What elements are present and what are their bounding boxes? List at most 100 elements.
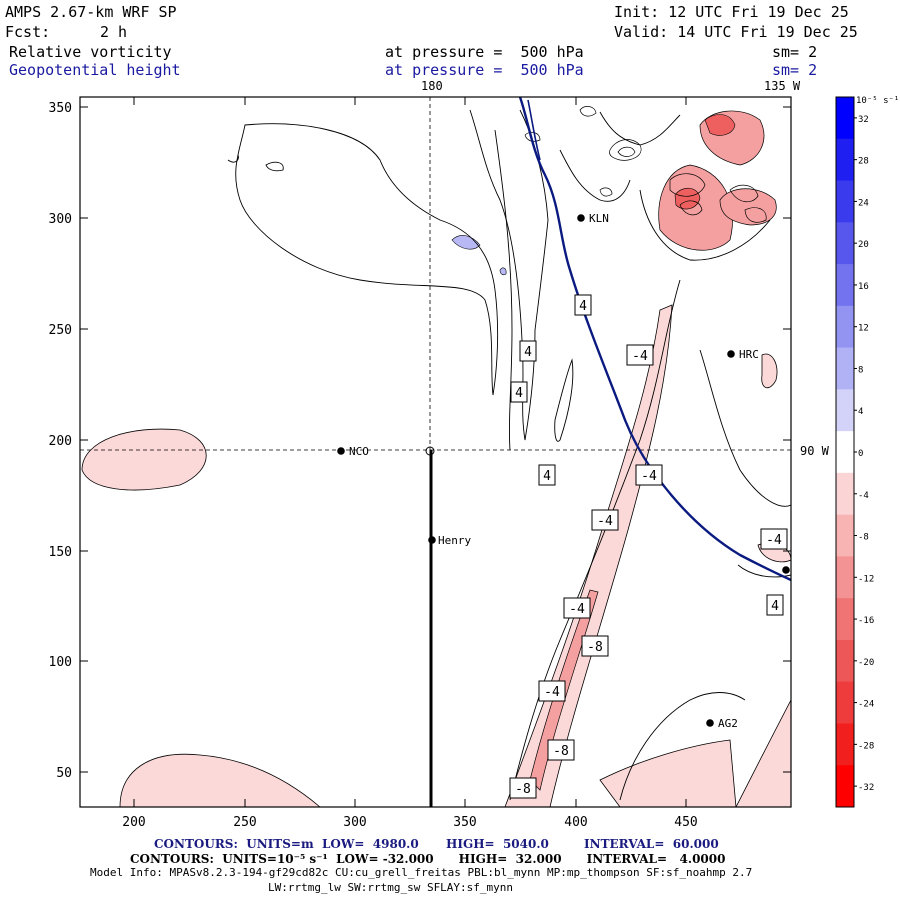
footer-height-contours: CONTOURS: UNITS=m LOW= 4980.0 — [154, 837, 419, 851]
geopotential-height-contour — [518, 97, 791, 582]
colorbar-level-label: 0 — [858, 449, 863, 459]
svg-text:-8: -8 — [587, 640, 603, 655]
strong-negative-vorticity — [529, 110, 777, 791]
svg-text:-8: -8 — [553, 744, 569, 759]
svg-text:4: 4 — [515, 386, 523, 401]
graticule-label-180: 180 — [421, 79, 443, 93]
plot-frame — [79, 96, 792, 808]
contour-label: 4 — [519, 340, 537, 362]
geopotential-height-contour-branch — [527, 99, 541, 161]
graticule-label-90w: 90 W — [800, 444, 830, 458]
svg-text:HRC: HRC — [739, 348, 759, 361]
colorbar-swatch — [836, 681, 854, 724]
field-1-smooth: sm= 2 — [772, 43, 818, 61]
contour-label: 4 — [574, 294, 592, 316]
colorbar-level-label: 8 — [858, 365, 863, 375]
model-title: AMPS 2.67-km WRF SP — [5, 3, 177, 21]
forecast-label: Fcst: — [5, 23, 51, 41]
contour-label: 4 — [766, 594, 784, 616]
y-tick-label: 300 — [49, 212, 72, 227]
x-axis-ticks — [133, 97, 687, 807]
footer-height-interval: INTERVAL= 60.000 — [584, 837, 719, 851]
y-tick-label: 150 — [49, 545, 72, 560]
colorbar-level-label: -24 — [858, 700, 874, 710]
contour-label: -4 — [563, 597, 591, 619]
colorbar-swatch — [836, 598, 854, 641]
colorbar-swatch — [836, 347, 854, 390]
y-axis-ticks — [80, 106, 791, 773]
vorticity-contours — [227, 109, 791, 801]
svg-text:-8: -8 — [515, 782, 531, 797]
svg-text:Henry: Henry — [438, 534, 471, 547]
colorbar-level-label: 28 — [858, 157, 869, 167]
contour-label: 4 — [510, 381, 528, 403]
field-1-level: at pressure = 500 hPa — [385, 43, 584, 61]
station-markers: KLN HRC NCO Henry AG2 — [337, 212, 790, 730]
colorbar-level-label: -4 — [858, 491, 869, 501]
positive-vorticity-shading — [451, 235, 507, 276]
x-tick-label: 350 — [453, 815, 476, 830]
x-tick-label: 300 — [343, 815, 366, 830]
station-nco[interactable]: NCO — [337, 445, 369, 458]
svg-text:-4: -4 — [597, 514, 613, 529]
colorbar-swatch — [836, 222, 854, 265]
x-tick-label: 450 — [674, 815, 697, 830]
colorbar-level-label: -16 — [858, 616, 874, 626]
colorbar-swatch — [836, 639, 854, 683]
colorbar-swatch — [836, 431, 854, 474]
colorbar-swatch — [836, 389, 854, 432]
svg-text:4: 4 — [543, 469, 551, 484]
contour-label: -8 — [547, 739, 575, 761]
contour-label: -4 — [635, 464, 663, 486]
station-kln[interactable]: KLN — [577, 212, 609, 225]
footer-model-info-2: LW:rrtmg_lw SW:rrtmg_sw SFLAY:sf_mynn — [268, 881, 514, 894]
footer-height-high: HIGH= 5040.0 — [446, 837, 549, 851]
negative-vorticity-shading — [81, 304, 791, 807]
colorbar-level-label: 32 — [858, 115, 869, 125]
field-1-name: Relative vorticity — [9, 43, 172, 61]
station-ag2[interactable]: AG2 — [706, 717, 738, 730]
colorbar-swatch — [836, 556, 854, 599]
colorbar-level-label: 20 — [858, 240, 869, 250]
init-time: Init: 12 UTC Fri 19 Dec 25 — [614, 3, 849, 21]
colorbar-swatch — [836, 723, 854, 766]
svg-text:4: 4 — [579, 299, 587, 314]
colorbar: 32 28 24 20 16 12 8 4 0 -4 -8 -12 -16 -20 -24 -28 -32 — [835, 96, 874, 808]
field-2-name: Geopotential height — [9, 61, 181, 79]
colorbar-swatch — [836, 180, 854, 223]
colorbar-swatch — [836, 97, 854, 140]
colorbar-level-label: -32 — [858, 783, 874, 793]
contour-label: -4 — [626, 344, 654, 366]
contour-label: -4 — [760, 528, 788, 550]
y-tick-label: 250 — [49, 323, 72, 338]
contour-label-boxes: 4 4 4 4 -4 -4 -4 -4 -8 -4 -8 -8 -4 4 — [509, 294, 788, 799]
field-2-smooth: sm= 2 — [772, 61, 818, 79]
svg-text:-4: -4 — [544, 685, 560, 700]
y-tick-label: 100 — [49, 655, 72, 670]
svg-text:-4: -4 — [641, 469, 657, 484]
y-tick-label: 350 — [49, 101, 72, 116]
colorbar-units: 10⁻⁵ s⁻¹ — [856, 96, 899, 106]
colorbar-level-label: 24 — [858, 198, 869, 208]
colorbar-swatch — [836, 305, 854, 349]
contour-label: 4 — [538, 464, 556, 486]
y-tick-label: 50 — [56, 766, 72, 781]
colorbar-level-label: 12 — [858, 324, 869, 334]
contour-label: -8 — [581, 635, 609, 657]
contour-label: -4 — [591, 509, 619, 531]
station-henry[interactable]: Henry — [428, 534, 471, 547]
station-edge[interactable] — [782, 566, 790, 574]
footer-model-info: Model Info: MPASv8.2.3-194-gf29cd82c CU:… — [90, 866, 753, 879]
y-tick-label: 200 — [49, 434, 72, 449]
pole-marker — [425, 446, 435, 456]
colorbar-swatch — [836, 264, 854, 307]
x-tick-label: 200 — [122, 815, 145, 830]
graticule-label-135w: 135 W — [764, 79, 801, 93]
colorbar-swatch — [836, 472, 854, 516]
colorbar-level-label: -8 — [858, 533, 869, 543]
footer-vorticity-contours: CONTOURS: UNITS=10⁻⁵ s⁻¹ LOW= -32.000 HI… — [130, 852, 726, 866]
contour-label: -4 — [538, 680, 566, 702]
station-hrc[interactable]: HRC — [727, 348, 759, 361]
colorbar-level-label: 16 — [858, 282, 869, 292]
